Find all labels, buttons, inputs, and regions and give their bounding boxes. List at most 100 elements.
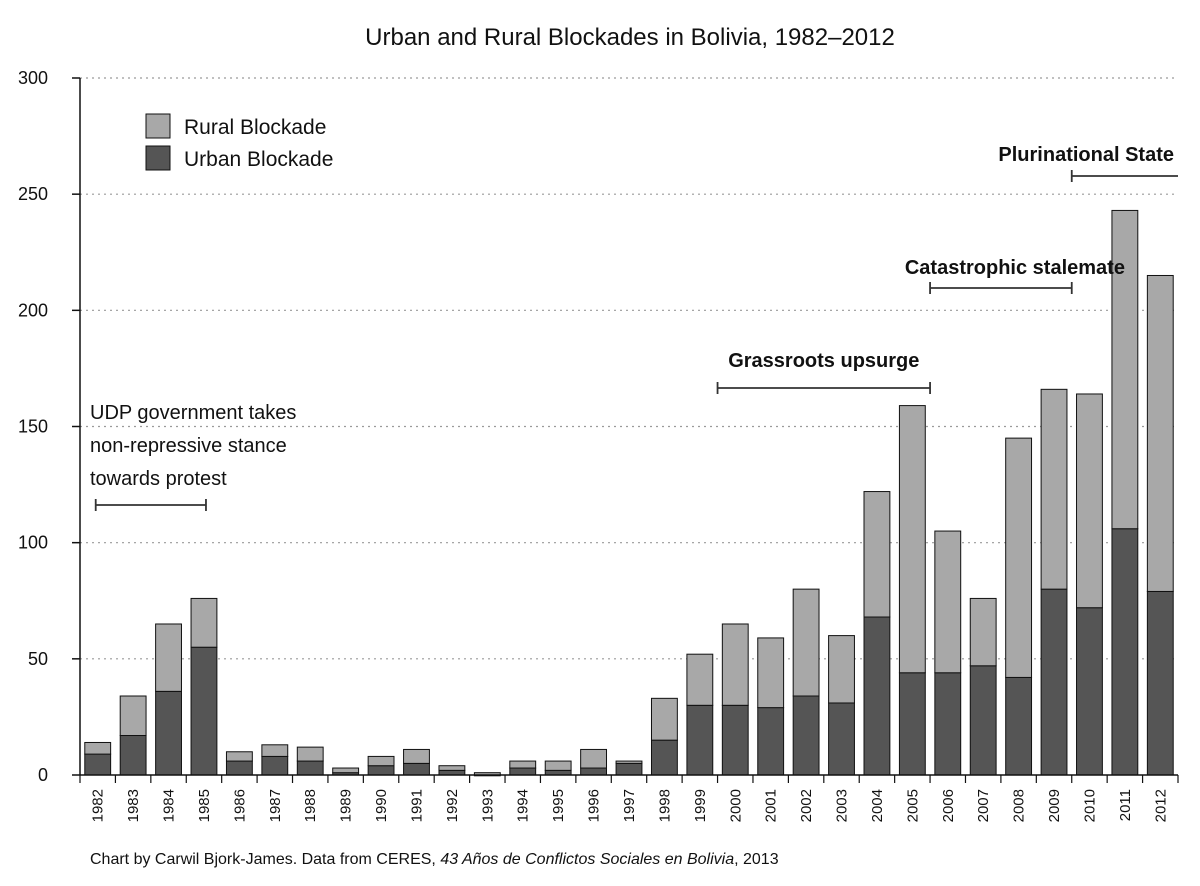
source-prefix: Chart by Carwil Bjork-James. Data from C… bbox=[90, 851, 440, 868]
annotation-grassroots-bracket bbox=[716, 382, 931, 394]
annotations: UDP government takes non-repressive stanc… bbox=[90, 144, 1178, 511]
bar-rural-2001 bbox=[757, 637, 785, 709]
bar-urban-1998 bbox=[650, 739, 678, 776]
bar-rural-2010 bbox=[1076, 393, 1103, 609]
bar-rural-1998 bbox=[650, 697, 678, 741]
x-tick-label-2005: 2005 bbox=[904, 789, 921, 822]
bar-rural-2002 bbox=[792, 588, 820, 697]
bar-rural-2004 bbox=[863, 491, 891, 618]
bar-urban-2001 bbox=[757, 707, 785, 776]
bar-urban-1991 bbox=[403, 762, 430, 776]
bar-rural-1997 bbox=[615, 760, 643, 764]
x-tick-label-2001: 2001 bbox=[763, 789, 780, 822]
y-tick-label-150: 150 bbox=[18, 417, 48, 437]
bar-rural-1986 bbox=[225, 751, 253, 762]
y-tick-label-0: 0 bbox=[38, 765, 48, 785]
bar-rural-2005 bbox=[898, 405, 926, 674]
annotation-plurinational-label: Plurinational State bbox=[998, 144, 1174, 166]
y-tick-label-200: 200 bbox=[18, 300, 48, 320]
x-tick-label-1997: 1997 bbox=[621, 789, 638, 822]
source-title: 43 Años de Conflictos Sociales en Bolivi… bbox=[440, 851, 734, 868]
x-tick-label-2008: 2008 bbox=[1011, 789, 1028, 822]
x-tick-label-2003: 2003 bbox=[834, 789, 851, 822]
bar-rural-1996 bbox=[580, 748, 608, 769]
x-tick-label-1982: 1982 bbox=[90, 789, 107, 822]
bar-rural-2006 bbox=[934, 530, 962, 674]
bar-urban-1983 bbox=[119, 735, 147, 776]
bar-rural-2012 bbox=[1146, 274, 1174, 592]
bar-urban-2008 bbox=[1005, 676, 1033, 776]
legend-label-rural: Rural Blockade bbox=[184, 116, 326, 139]
bar-urban-1996 bbox=[580, 767, 608, 776]
bar-rural-1999 bbox=[686, 653, 714, 706]
bar-urban-1986 bbox=[225, 760, 253, 776]
bars bbox=[84, 209, 1174, 777]
source-suffix: , 2013 bbox=[734, 851, 779, 868]
bar-urban-2004 bbox=[863, 616, 891, 776]
x-tick-label-2012: 2012 bbox=[1152, 789, 1169, 822]
bar-rural-1983 bbox=[119, 695, 147, 737]
legend-swatch-urban bbox=[145, 145, 171, 171]
bar-rural-1990 bbox=[367, 755, 395, 767]
bar-urban-1984 bbox=[155, 690, 182, 776]
bar-rural-2011 bbox=[1111, 209, 1139, 530]
x-tick-label-2007: 2007 bbox=[975, 789, 992, 822]
x-axis-ticks: 1982 1983 1984 1985 1986 1987 1988 1989 1990 1991… bbox=[79, 775, 1179, 822]
annotation-stalemate-bracket bbox=[929, 282, 1073, 294]
x-tick-label-2000: 2000 bbox=[727, 789, 744, 822]
x-tick-label-2004: 2004 bbox=[869, 789, 886, 822]
bar-urban-2006 bbox=[934, 672, 962, 776]
annotation-stalemate-label: Catastrophic stalemate bbox=[905, 257, 1125, 279]
x-tick-label-1993: 1993 bbox=[479, 789, 496, 822]
bar-urban-1988 bbox=[296, 760, 324, 776]
bar-urban-1999 bbox=[686, 704, 714, 776]
bar-rural-1991 bbox=[403, 748, 430, 764]
annotation-grassroots-label: Grassroots upsurge bbox=[728, 350, 919, 372]
x-tick-label-1994: 1994 bbox=[515, 789, 532, 822]
bar-urban-1990 bbox=[367, 765, 395, 776]
bar-urban-1994 bbox=[509, 767, 537, 776]
x-tick-label-1985: 1985 bbox=[196, 789, 213, 822]
legend-swatch-rural bbox=[145, 113, 171, 139]
bar-rural-1982 bbox=[84, 741, 112, 755]
x-tick-label-1984: 1984 bbox=[161, 789, 178, 822]
annotation-plurinational-bracket bbox=[1070, 170, 1178, 182]
bar-urban-2003 bbox=[828, 702, 855, 776]
bar-urban-1997 bbox=[615, 762, 643, 776]
x-tick-label-2006: 2006 bbox=[940, 789, 957, 822]
x-tick-label-1996: 1996 bbox=[586, 789, 603, 822]
y-axis-ticks: 0 50 100 150 200 250 300 bbox=[18, 68, 80, 785]
bar-urban-2000 bbox=[721, 704, 749, 776]
x-tick-label-1999: 1999 bbox=[692, 789, 709, 822]
bar-urban-2011 bbox=[1111, 528, 1139, 776]
annotation-udp-line: towards protest bbox=[90, 468, 227, 490]
bar-rural-1995 bbox=[544, 760, 572, 771]
x-tick-label-1990: 1990 bbox=[373, 789, 390, 822]
annotation-udp-line: non-repressive stance bbox=[90, 435, 287, 457]
bar-rural-2007 bbox=[969, 597, 997, 667]
x-tick-label-1989: 1989 bbox=[338, 789, 355, 822]
annotation-udp-line: UDP government takes bbox=[90, 402, 296, 424]
x-tick-label-2011: 2011 bbox=[1117, 789, 1134, 821]
bar-rural-1988 bbox=[296, 746, 324, 762]
bar-urban-1985 bbox=[190, 646, 218, 776]
bar-rural-2003 bbox=[828, 635, 855, 704]
bar-rural-1994 bbox=[509, 760, 537, 769]
x-tick-label-1998: 1998 bbox=[656, 789, 673, 822]
bar-urban-2012 bbox=[1146, 590, 1174, 776]
x-tick-label-2009: 2009 bbox=[1046, 789, 1063, 822]
x-tick-label-1983: 1983 bbox=[125, 789, 142, 822]
bar-urban-1982 bbox=[84, 753, 112, 776]
y-tick-label-100: 100 bbox=[18, 533, 48, 553]
annotation-udp-bracket bbox=[94, 499, 207, 511]
bar-rural-1985 bbox=[190, 597, 218, 648]
bar-urban-2007 bbox=[969, 665, 997, 776]
bar-urban-2005 bbox=[898, 672, 926, 776]
x-tick-label-1992: 1992 bbox=[444, 789, 461, 822]
bar-urban-2010 bbox=[1076, 607, 1103, 776]
x-tick-label-2002: 2002 bbox=[798, 789, 815, 822]
y-tick-label-50: 50 bbox=[28, 649, 48, 669]
x-tick-label-1991: 1991 bbox=[408, 789, 425, 822]
y-tick-label-300: 300 bbox=[18, 68, 48, 88]
